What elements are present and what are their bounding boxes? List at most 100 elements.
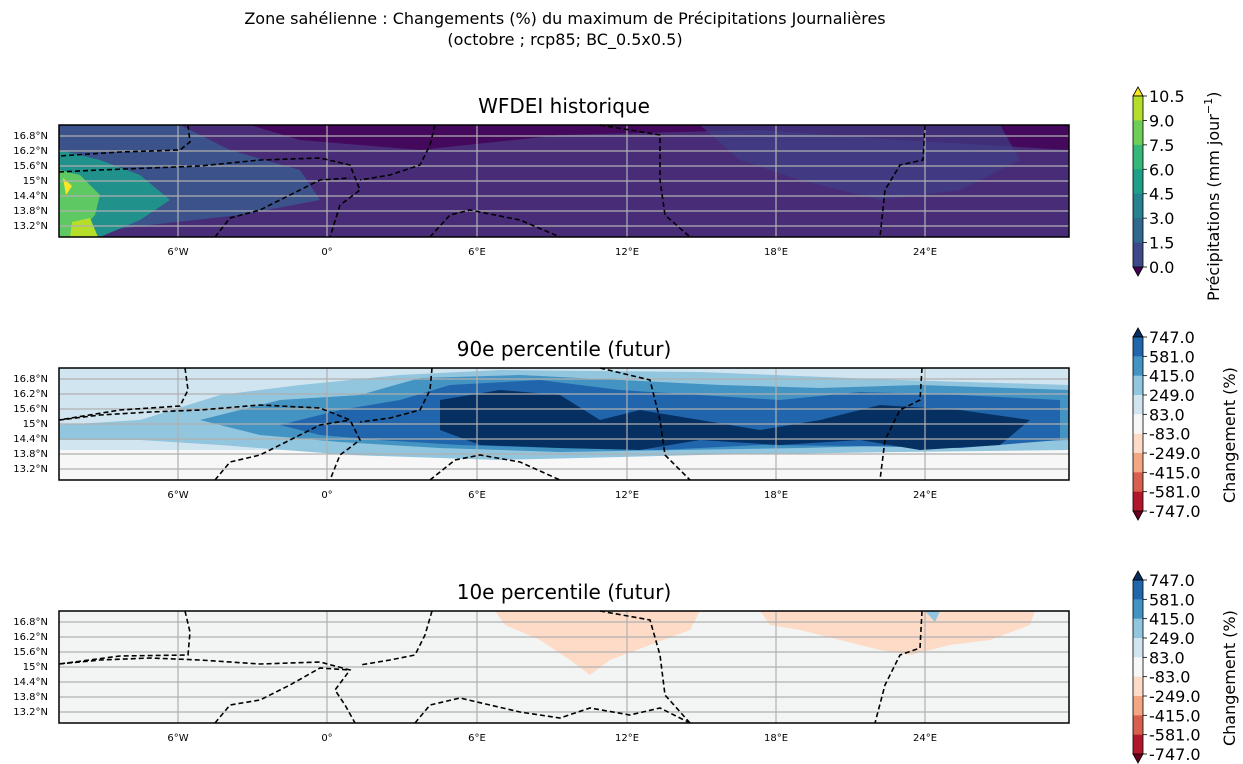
figure-title: Zone sahélienne : Changements (%) du max…: [244, 9, 886, 28]
field-neutral-band: [59, 450, 1069, 480]
y-tick-labels: 16.8°N 16.2°N 15.6°N 15°N 14.4°N 13.8°N …: [13, 374, 48, 475]
y-tick: 13.2°N: [13, 221, 48, 232]
y-tick: 16.8°N: [13, 374, 48, 385]
colorbar-tick-label: 747.0: [1149, 328, 1195, 347]
y-tick: 13.2°N: [13, 707, 48, 718]
colorbar-tick-label: -747.0: [1149, 502, 1201, 521]
colorbar-extension-bottom: [1132, 510, 1144, 521]
colorbar-tick-label: 415.0: [1149, 367, 1195, 386]
colorbar-extension-top: [1132, 570, 1144, 581]
colorbar-segment: [1133, 120, 1143, 146]
y-tick: 13.2°N: [13, 464, 48, 475]
colorbar-tick-label: -415.0: [1149, 463, 1201, 482]
country-borders: [58, 124, 926, 238]
colorbar-label-p90: Changement (%): [1220, 367, 1239, 503]
y-tick: 16.2°N: [13, 146, 48, 157]
map-frame: [58, 610, 1070, 724]
y-tick: 13.8°N: [13, 692, 48, 703]
y-tick: 13.8°N: [13, 449, 48, 460]
y-tick: 16.2°N: [13, 389, 48, 400]
y-tick: 15.6°N: [13, 404, 48, 415]
x-tick: 0°: [321, 247, 332, 258]
x-tick: 6°E: [468, 490, 486, 501]
colorbar-segment: [1133, 638, 1143, 658]
field-peak: [63, 178, 72, 195]
field-negative-patch-1: [495, 611, 700, 675]
colorbar-tick-label: 415.0: [1149, 610, 1195, 629]
y-tick: 15.6°N: [13, 647, 48, 658]
y-tick: 15.6°N: [13, 161, 48, 172]
x-tick: 24°E: [913, 490, 937, 501]
x-tick-labels: 6°W 0° 6°E 12°E 18°E 24°E: [167, 247, 937, 258]
colorbar-segment: [1133, 734, 1143, 755]
colorbar-tick-label: 249.0: [1149, 629, 1195, 648]
field-band-4: [440, 390, 1030, 450]
y-tick: 16.8°N: [13, 131, 48, 142]
colorbar-segment: [1133, 472, 1143, 493]
y-tick: 15°N: [23, 419, 48, 430]
y-tick: 14.4°N: [13, 434, 48, 445]
colorbar-tick-label: 0.0: [1149, 258, 1174, 277]
colorbar-segment: [1133, 218, 1143, 244]
colorbar-tick-label: -581.0: [1149, 483, 1201, 502]
colorbar-tick-label: 581.0: [1149, 590, 1195, 609]
colorbar-tick-label: 581.0: [1149, 347, 1195, 366]
colorbar-segment: [1133, 676, 1143, 697]
colorbar-tick-label: 747.0: [1149, 571, 1195, 590]
x-tick: 6°E: [468, 733, 486, 744]
x-tick-labels: 6°W 0° 6°E 12°E 18°E 24°E: [167, 490, 937, 501]
x-tick: 0°: [321, 490, 332, 501]
colorbar-tick-label: 4.5: [1149, 185, 1174, 204]
colorbar-tick-label: 83.0: [1149, 648, 1185, 667]
colorbar-tick-label: 1.5: [1149, 234, 1174, 253]
colorbar-label-p10: Changement (%): [1220, 610, 1239, 746]
y-tick: 16.2°N: [13, 632, 48, 643]
colorbar-segment: [1133, 356, 1143, 377]
field-peak-south: [70, 218, 98, 237]
x-tick: 0°: [321, 733, 332, 744]
colorbar-historical: 10.5 9.0 7.5 6.0 4.5 3.0 1.5 0.0: [1132, 86, 1185, 277]
x-tick: 12°E: [615, 490, 639, 501]
colorbar-segment: [1133, 96, 1143, 121]
colorbar-frame: [1132, 336, 1144, 512]
map-frame: [58, 367, 1070, 481]
colorbar-tick-label: -83.0: [1149, 425, 1190, 444]
colorbar-segment: [1133, 414, 1143, 435]
colorbar-tick-label: 7.5: [1149, 136, 1174, 155]
colorbar-segment: [1133, 715, 1143, 736]
x-tick: 12°E: [615, 247, 639, 258]
x-tick: 12°E: [615, 733, 639, 744]
colorbar-frame: [1132, 95, 1144, 268]
x-tick: 6°W: [167, 247, 188, 258]
panel-title-historical: WFDEI historique: [478, 94, 650, 118]
colorbar-tick-label: -249.0: [1149, 444, 1201, 463]
colorbar-extension-bottom: [1132, 266, 1144, 277]
x-tick: 18°E: [764, 247, 788, 258]
colorbar-frame: [1132, 579, 1144, 755]
colorbar-segment: [1133, 453, 1143, 473]
colorbar-label-historical: Précipitations (mm jour−1): [1202, 92, 1223, 301]
colorbar-segment: [1133, 395, 1143, 415]
colorbar-segment: [1133, 193, 1143, 219]
colorbar-extension-bottom: [1132, 753, 1144, 764]
colorbar-tick-label: 9.0: [1149, 111, 1174, 130]
colorbar-tick-label: 83.0: [1149, 405, 1185, 424]
colorbar-extension-top: [1132, 86, 1144, 97]
y-tick: 16.8°N: [13, 617, 48, 628]
x-tick-labels: 6°W 0° 6°E 12°E 18°E 24°E: [167, 733, 937, 744]
colorbar-p90: 747.0581.0415.0249.083.0-83.0-249.0-415.…: [1132, 327, 1201, 521]
colorbar-segment: [1133, 618, 1143, 639]
y-tick: 13.8°N: [13, 206, 48, 217]
colorbar-p10: 747.0581.0415.0249.083.0-83.0-249.0-415.…: [1132, 570, 1201, 764]
colorbar-tick-label: 3.0: [1149, 209, 1174, 228]
y-tick: 15°N: [23, 662, 48, 673]
colorbar-segment: [1133, 375, 1143, 396]
x-tick: 6°E: [468, 247, 486, 258]
figure-subtitle: (octobre ; rcp85; BC_0.5x0.5): [447, 30, 683, 49]
colorbar-segment: [1133, 144, 1143, 170]
colorbar-segment: [1133, 696, 1143, 716]
x-tick: 18°E: [764, 733, 788, 744]
colorbar-tick-label: -747.0: [1149, 745, 1201, 764]
